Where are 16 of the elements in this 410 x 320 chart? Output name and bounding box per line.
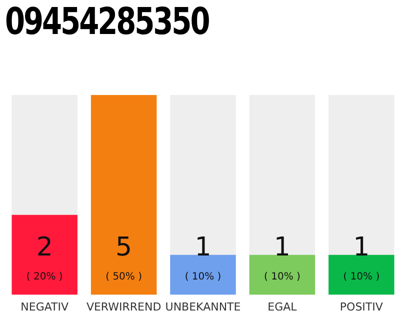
x-tick-label: NEGATIV	[20, 300, 69, 314]
x-tick-label: POSITIV	[340, 300, 384, 314]
annotation: ( 20% )	[26, 271, 63, 282]
data-label: 5	[116, 232, 132, 263]
data-label: 1	[274, 232, 290, 263]
x-tick-label: VERWIRREND	[86, 300, 162, 314]
data-label: 1	[353, 232, 370, 263]
chart-title: 09454285350	[5, 0, 209, 43]
annotation: ( 10% )	[343, 271, 380, 282]
annotation: ( 10% )	[264, 271, 300, 282]
annotation: ( 10% )	[184, 271, 222, 282]
x-tick-label: EGAL	[268, 300, 298, 314]
x-tick-label: UNBEKANNTE	[165, 300, 241, 314]
data-label: 2	[36, 232, 53, 263]
data-label: 1	[194, 232, 212, 263]
annotation: ( 50% )	[106, 271, 142, 282]
